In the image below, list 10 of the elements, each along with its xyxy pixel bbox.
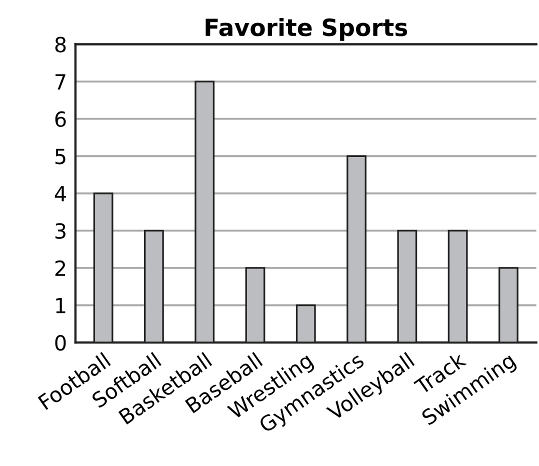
y-tick-label: 8 — [55, 36, 66, 52]
y-tick-label: 0 — [55, 334, 66, 351]
y-tick-label: 2 — [55, 260, 66, 276]
y-tick-label: 1 — [56, 298, 66, 314]
chart-title: Favorite Sports — [206, 18, 408, 41]
y-tick-label: 6 — [55, 111, 66, 128]
y-tick-label: 3 — [55, 223, 66, 239]
y-tick-label: 5 — [55, 148, 66, 164]
y-tick-label: 4 — [54, 186, 66, 202]
y-tick-label: 7 — [56, 74, 66, 90]
